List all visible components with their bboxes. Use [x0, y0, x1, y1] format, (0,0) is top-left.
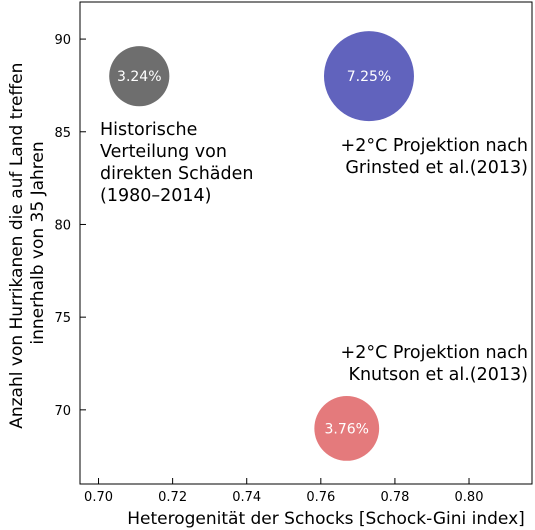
annotation-1: Historische Verteilung von direkten Schäde…: [100, 120, 253, 206]
x-axis-ticks: 0.70 0.72 0.74 0.76 0.78 0.80: [84, 478, 483, 505]
x-tick-label: 0.80: [455, 490, 484, 505]
bubble-3: [314, 395, 380, 461]
annotation-line: Historische: [100, 120, 197, 140]
y-tick-label: 90: [54, 33, 71, 48]
x-tick-label: 0.72: [158, 490, 187, 505]
bubble-value-label: 3.76%: [325, 421, 369, 437]
x-tick-label: 0.70: [84, 490, 113, 505]
y-axis-title: Anzahl von Hurrikanen die auf Land treff…: [7, 57, 48, 429]
annotation-line: +2°C Projektion nach: [341, 136, 528, 156]
y-tick-label: 70: [54, 404, 71, 419]
annotation-line: Verteilung von: [100, 142, 227, 162]
plot-frame: [79, 1, 533, 485]
y-tick-label: 75: [54, 311, 71, 326]
bubble-value-label: 7.25%: [347, 69, 391, 85]
annotation-line: Knutson et al.(2013): [348, 365, 528, 385]
annotation-2: +2°C Projektion nach Grinsted et al.(2013…: [341, 136, 528, 178]
annotation-line: (1980–2014): [100, 186, 211, 206]
x-tick-label: 0.74: [232, 490, 261, 505]
y-tick-label: 85: [54, 126, 71, 141]
y-axis-ticks: 70 75 80 85 90: [54, 33, 86, 419]
annotation-line: Grinsted et al.(2013): [345, 158, 528, 178]
bubble-1: [109, 46, 170, 107]
bubble-value-label: 3.24%: [117, 69, 161, 85]
y-axis-title-line-1: Anzahl von Hurrikanen die auf Land treff…: [7, 63, 27, 429]
x-tick-label: 0.76: [306, 490, 335, 505]
bubble-2: [323, 31, 414, 122]
annotation-3: +2°C Projektion nach Knutson et al.(2013): [341, 343, 528, 385]
y-tick-label: 80: [54, 218, 71, 233]
annotations-layer: Historische Verteilung von direkten Schäde…: [100, 120, 528, 385]
x-axis-title: Heterogenität der Schocks [Schock-Gini i…: [127, 509, 525, 529]
x-tick-label: 0.78: [380, 490, 409, 505]
bubbles-layer: 3.24% 7.25% 3.76%: [109, 31, 414, 461]
annotation-line: +2°C Projektion nach: [341, 343, 528, 363]
annotation-line: direkten Schäden: [100, 164, 253, 184]
y-axis-title-line-2: innerhalb von 35 Jahren: [28, 141, 48, 344]
